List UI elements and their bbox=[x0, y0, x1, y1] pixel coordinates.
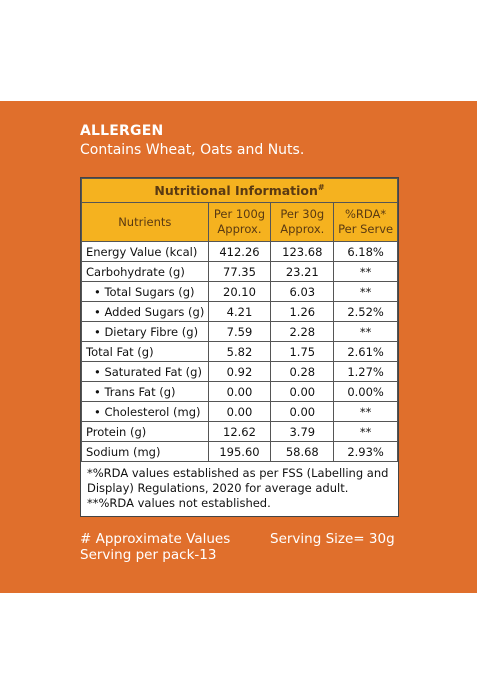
per100-value: 20.10 bbox=[207, 281, 272, 302]
table-row: • Cholesterol (mg) 0.00 0.00 ** bbox=[81, 401, 398, 422]
per100-value: 412.26 bbox=[207, 241, 272, 262]
per30-value: 1.26 bbox=[270, 301, 335, 322]
table-row: • Dietary Fibre (g) 7.59 2.28 ** bbox=[81, 321, 398, 342]
rda-value: ** bbox=[333, 281, 398, 302]
rda-value: ** bbox=[333, 421, 398, 442]
per30-value: 0.00 bbox=[270, 401, 335, 422]
nutrient-name: • Saturated Fat (g) bbox=[81, 361, 209, 382]
table-row: Energy Value (kcal) 412.26 123.68 6.18% bbox=[81, 241, 398, 262]
rda-footnote: *%RDA values established as per FSS (Lab… bbox=[81, 462, 398, 516]
per100-value: 4.21 bbox=[207, 301, 272, 322]
approx-values-text: # Approximate Values bbox=[80, 531, 231, 547]
per30-value: 123.68 bbox=[270, 241, 335, 262]
header-per100: Per 100g Approx. bbox=[207, 202, 272, 242]
nutrient-name: Carbohydrate (g) bbox=[81, 261, 209, 282]
nutrition-title-text: Nutritional Information bbox=[154, 183, 318, 199]
per100-value: 5.82 bbox=[207, 341, 272, 362]
table-row: Carbohydrate (g) 77.35 23.21 ** bbox=[81, 261, 398, 282]
label-panel: ALLERGEN Contains Wheat, Oats and Nuts. … bbox=[0, 101, 477, 593]
per100-value: 77.35 bbox=[207, 261, 272, 282]
nutrient-name: • Added Sugars (g) bbox=[81, 301, 209, 322]
per30-value: 2.28 bbox=[270, 321, 335, 342]
nutrient-name: Energy Value (kcal) bbox=[81, 241, 209, 262]
nutrient-name: Sodium (mg) bbox=[81, 441, 209, 462]
header-rda-line2: Per Serve bbox=[338, 222, 394, 236]
per30-value: 58.68 bbox=[270, 441, 335, 462]
per100-value: 12.62 bbox=[207, 421, 272, 442]
rda-value: 6.18% bbox=[333, 241, 398, 262]
per100-value: 0.00 bbox=[207, 401, 272, 422]
per30-value: 0.28 bbox=[270, 361, 335, 382]
header-per100-line1: Per 100g bbox=[213, 207, 266, 221]
rda-value: 2.93% bbox=[333, 441, 398, 462]
nutrient-name: Total Fat (g) bbox=[81, 341, 209, 362]
rda-value: 2.52% bbox=[333, 301, 398, 322]
footnote-line: *%RDA values established as per FSS (Lab… bbox=[87, 466, 389, 480]
rda-value: ** bbox=[333, 261, 398, 282]
table-row: Sodium (mg) 195.60 58.68 2.93% bbox=[81, 441, 398, 462]
approx-note: # Approximate Values Serving per pack-13 bbox=[80, 531, 230, 563]
per30-value: 1.75 bbox=[270, 341, 335, 362]
title-mark: # bbox=[317, 182, 325, 192]
header-rda: %RDA* Per Serve bbox=[333, 202, 398, 242]
nutrient-name: • Trans Fat (g) bbox=[81, 381, 209, 402]
table-row: • Saturated Fat (g) 0.92 0.28 1.27% bbox=[81, 361, 398, 382]
footnote-line: Display) Regulations, 2020 for average a… bbox=[87, 481, 349, 495]
table-row: • Added Sugars (g) 4.21 1.26 2.52% bbox=[81, 301, 398, 322]
rda-value: ** bbox=[333, 321, 398, 342]
nutrient-name: • Dietary Fibre (g) bbox=[81, 321, 209, 342]
nutrition-table-title: Nutritional Information# bbox=[81, 178, 398, 203]
nutrient-name: • Total Sugars (g) bbox=[81, 281, 209, 302]
rda-value: 1.27% bbox=[333, 361, 398, 382]
footnote-line: **%RDA values not established. bbox=[87, 496, 271, 510]
table-row: Total Fat (g) 5.82 1.75 2.61% bbox=[81, 341, 398, 362]
table-row: Protein (g) 12.62 3.79 ** bbox=[81, 421, 398, 442]
nutrient-name: Protein (g) bbox=[81, 421, 209, 442]
per100-value: 7.59 bbox=[207, 321, 272, 342]
table-row: • Trans Fat (g) 0.00 0.00 0.00% bbox=[81, 381, 398, 402]
rda-value: ** bbox=[333, 401, 398, 422]
per30-value: 6.03 bbox=[270, 281, 335, 302]
nutrition-table: Nutritional Information# Nutrients Per 1… bbox=[80, 177, 399, 517]
rda-value: 0.00% bbox=[333, 381, 398, 402]
header-rda-line1: %RDA* bbox=[344, 207, 387, 221]
rda-value: 2.61% bbox=[333, 341, 398, 362]
per30-value: 3.79 bbox=[270, 421, 335, 442]
per100-value: 0.92 bbox=[207, 361, 272, 382]
serving-per-pack-text: Serving per pack-13 bbox=[80, 547, 217, 563]
per100-value: 195.60 bbox=[207, 441, 272, 462]
header-per30: Per 30g Approx. bbox=[270, 202, 335, 242]
allergen-title: ALLERGEN bbox=[80, 123, 164, 139]
nutrient-name: • Cholesterol (mg) bbox=[81, 401, 209, 422]
header-per100-line2: Approx. bbox=[217, 222, 262, 236]
per30-value: 23.21 bbox=[270, 261, 335, 282]
header-per30-line1: Per 30g bbox=[280, 207, 325, 221]
per30-value: 0.00 bbox=[270, 381, 335, 402]
header-nutrients: Nutrients bbox=[81, 202, 209, 242]
per100-value: 0.00 bbox=[207, 381, 272, 402]
allergen-text: Contains Wheat, Oats and Nuts. bbox=[80, 142, 305, 158]
header-per30-line2: Approx. bbox=[280, 222, 325, 236]
serving-size-text: Serving Size= 30g bbox=[270, 531, 395, 547]
table-row: • Total Sugars (g) 20.10 6.03 ** bbox=[81, 281, 398, 302]
